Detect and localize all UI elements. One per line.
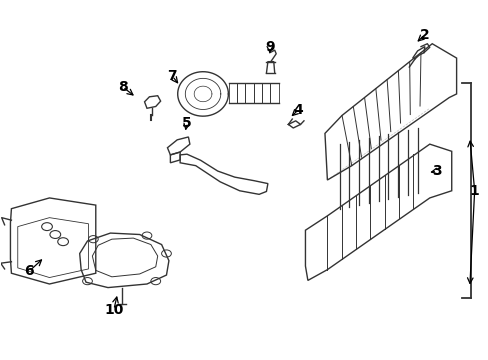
Text: 9: 9 [264,40,274,54]
Text: 2: 2 [419,28,429,42]
Text: 1: 1 [469,184,479,198]
Text: 5: 5 [182,116,191,130]
Text: 10: 10 [104,303,123,317]
Text: 3: 3 [431,164,441,178]
Text: 6: 6 [24,265,34,278]
Text: 8: 8 [118,80,127,94]
Text: 7: 7 [167,69,177,83]
Text: 4: 4 [293,103,303,117]
